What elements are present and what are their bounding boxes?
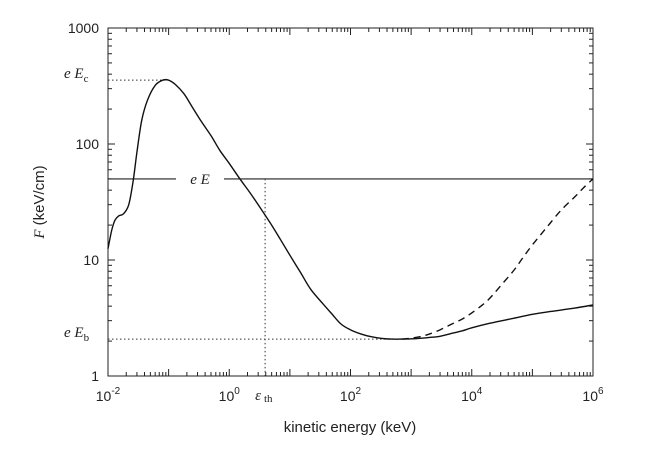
y-axis-label-unit: (keV/cm) [31, 165, 48, 225]
x-tick-label: 106 [582, 386, 604, 404]
y-tick-label: 100 [76, 136, 100, 152]
x-tick-exponent: 4 [477, 386, 483, 397]
annot-eEb-E: E [73, 325, 83, 341]
y-tick-label: 1 [91, 368, 99, 384]
x-tick-exponent: 6 [598, 386, 604, 397]
x-tick-exponent: 2 [356, 386, 362, 397]
annot-eE: e E [190, 172, 210, 188]
x-tick-base: 10 [96, 388, 112, 404]
annot-eps-th-symbol: ε [255, 388, 261, 404]
x-tick-label: 10-2 [96, 386, 121, 404]
annot-eEc-E: E [73, 66, 83, 82]
y-axis-label-var: F [32, 229, 48, 240]
annotations: e Ee Ece Ebε th [64, 66, 273, 405]
y-tick-labels: 1 10 100 1000 [68, 20, 99, 384]
x-tick-exponent: -2 [111, 386, 120, 397]
series-group [107, 78, 594, 340]
x-tick-base: 10 [340, 388, 356, 404]
x-tick-base: 10 [461, 388, 477, 404]
y-tick-label: 10 [83, 252, 99, 268]
x-tick-exponent: 0 [234, 386, 240, 397]
x-axis-label: kinetic energy (keV) [284, 419, 417, 436]
annot-eEb-sub: b [84, 332, 90, 344]
annot-eEc: e Ec [64, 66, 89, 85]
solid-curve [107, 78, 594, 340]
annot-eEb: e Eb [64, 325, 90, 344]
annot-eE-E: E [200, 172, 210, 188]
plot-frame [107, 27, 594, 377]
guide-lines [108, 79, 593, 376]
axis-ticks [107, 27, 593, 377]
x-tick-label: 104 [461, 386, 483, 404]
annot-eps-th: ε th [255, 388, 273, 405]
y-axis-label: F (keV/cm) [31, 165, 48, 239]
x-tick-base: 10 [219, 388, 235, 404]
x-tick-base: 10 [582, 388, 598, 404]
annot-eEb-e: e [64, 325, 71, 341]
annot-eEc-sub: c [84, 73, 89, 85]
annot-eE-e: e [190, 172, 197, 188]
annot-eps-th-sub: th [264, 393, 273, 405]
x-tick-label: 100 [219, 386, 241, 404]
x-tick-labels: 10-2 100 102 104 106 [96, 386, 604, 404]
annot-eEc-e: e [64, 66, 71, 82]
y-tick-label: 1000 [68, 20, 99, 36]
dashed-curve [401, 178, 594, 340]
x-tick-label: 102 [340, 386, 362, 404]
